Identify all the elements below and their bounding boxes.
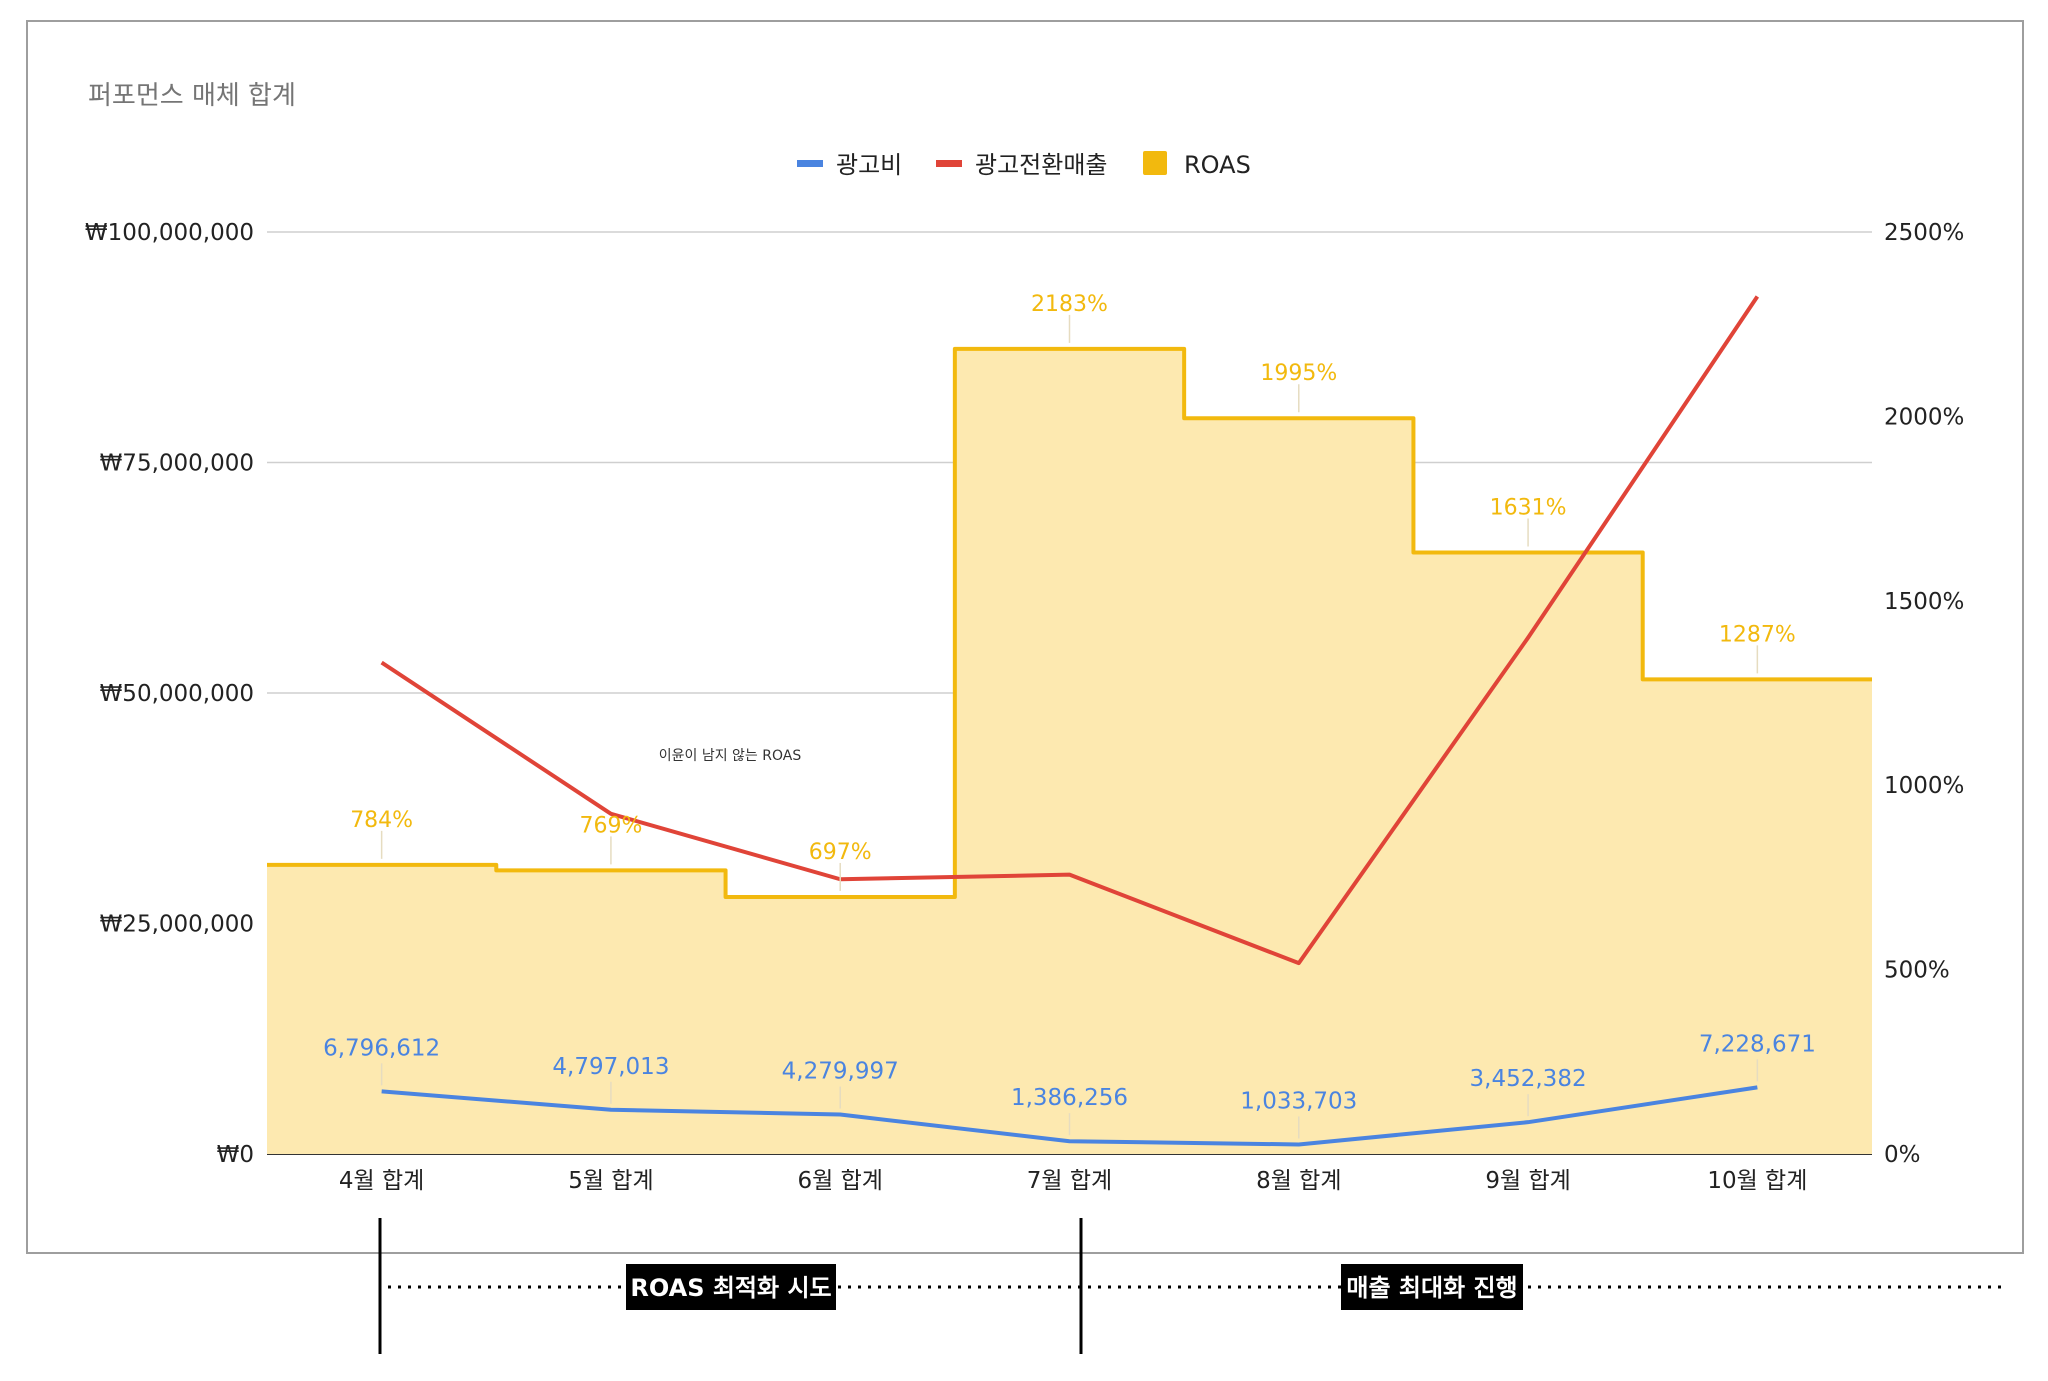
right-axis-tick-label: 2000% [1884,404,1964,430]
roas-data-label: 1287% [1719,622,1796,647]
right-axis-tick-label: 2500% [1884,220,1964,246]
spend-line [381,1085,1758,1147]
legend-swatch-spend [797,160,823,167]
spend-data-label: 4,279,997 [782,1059,899,1085]
left-axis-tick-label: ₩50,000,000 [100,681,254,707]
left-axis-tick-label: ₩25,000,000 [100,912,254,938]
series-lines [380,295,1760,1147]
left-axis-tick-label: ₩75,000,000 [100,451,254,477]
annotation-note: 이윤이 남지 않는 ROAS [659,748,802,764]
right-axis-tick-label: 1500% [1884,589,1964,615]
spend-data-label: 3,452,382 [1470,1066,1587,1092]
legend: 광고비 광고전환매출 ROAS [797,151,1251,179]
category-label: 4월 합계 [339,1168,424,1194]
category-label: 9월 합계 [1485,1168,1570,1194]
phase-badge-2 [1341,1264,1523,1310]
spend-data-label: 1,033,703 [1240,1088,1357,1114]
left-axis-tick-label: ₩100,000,000 [85,220,254,246]
legend-swatch-revenue [936,160,962,167]
category-label: 10월 합계 [1707,1168,1807,1194]
left-axis: ₩0 ₩25,000,000 ₩50,000,000 ₩75,000,000 ₩100,… [85,220,254,1168]
right-axis: 0% 500% 1000% 1500% 2000% 2500% [1884,220,1964,1168]
right-axis-tick-label: 0% [1884,1142,1921,1168]
roas-step-line [267,346,1872,899]
legend-label-revenue: 광고전환매출 [975,151,1107,179]
left-axis-tick-label: ₩0 [217,1142,254,1168]
legend-label-roas: ROAS [1184,151,1251,179]
category-label: 7월 합계 [1027,1168,1112,1194]
category-label: 8월 합계 [1256,1168,1341,1194]
roas-data-label: 1631% [1490,495,1567,520]
spend-data-label: 7,228,671 [1699,1031,1816,1057]
roas-area [267,346,1872,1154]
roas-data-label: 784% [350,808,413,833]
phase-markers: ROAS 최적화 시도 매출 최대화 진행 [378,1218,2004,1354]
roas-data-label: 1995% [1260,361,1337,386]
legend-swatch-roas [1143,151,1167,175]
phase-label-1: ROAS 최적화 시도 [630,1274,831,1302]
right-axis-tick-label: 1000% [1884,773,1964,799]
chart-title: 퍼포먼스 매체 합계 [88,81,296,111]
category-label: 6월 합계 [797,1168,882,1194]
roas-data-label: 697% [809,840,872,865]
x-axis: 4월 합계 5월 합계 6월 합계 7월 합계 8월 합계 9월 합계 10월 합계 [339,1168,1807,1194]
spend-data-label: 6,796,612 [323,1035,440,1061]
spend-data-label: 1,386,256 [1011,1085,1128,1111]
revenue-line [380,295,1760,966]
roas-area-fill [267,348,1872,1154]
phase-badge-1 [626,1264,836,1310]
data-labels: 784% 769% 697% 2183% 1995% 1631% 1287% 6,796,61… [323,292,1816,1139]
roas-data-label: 769% [579,813,642,838]
legend-label-spend: 광고비 [836,151,902,179]
spend-data-label: 4,797,013 [552,1054,669,1080]
roas-data-label: 2183% [1031,292,1108,317]
category-label: 5월 합계 [568,1168,653,1194]
phase-label-2: 매출 최대화 진행 [1346,1274,1517,1302]
right-axis-tick-label: 500% [1884,958,1950,984]
